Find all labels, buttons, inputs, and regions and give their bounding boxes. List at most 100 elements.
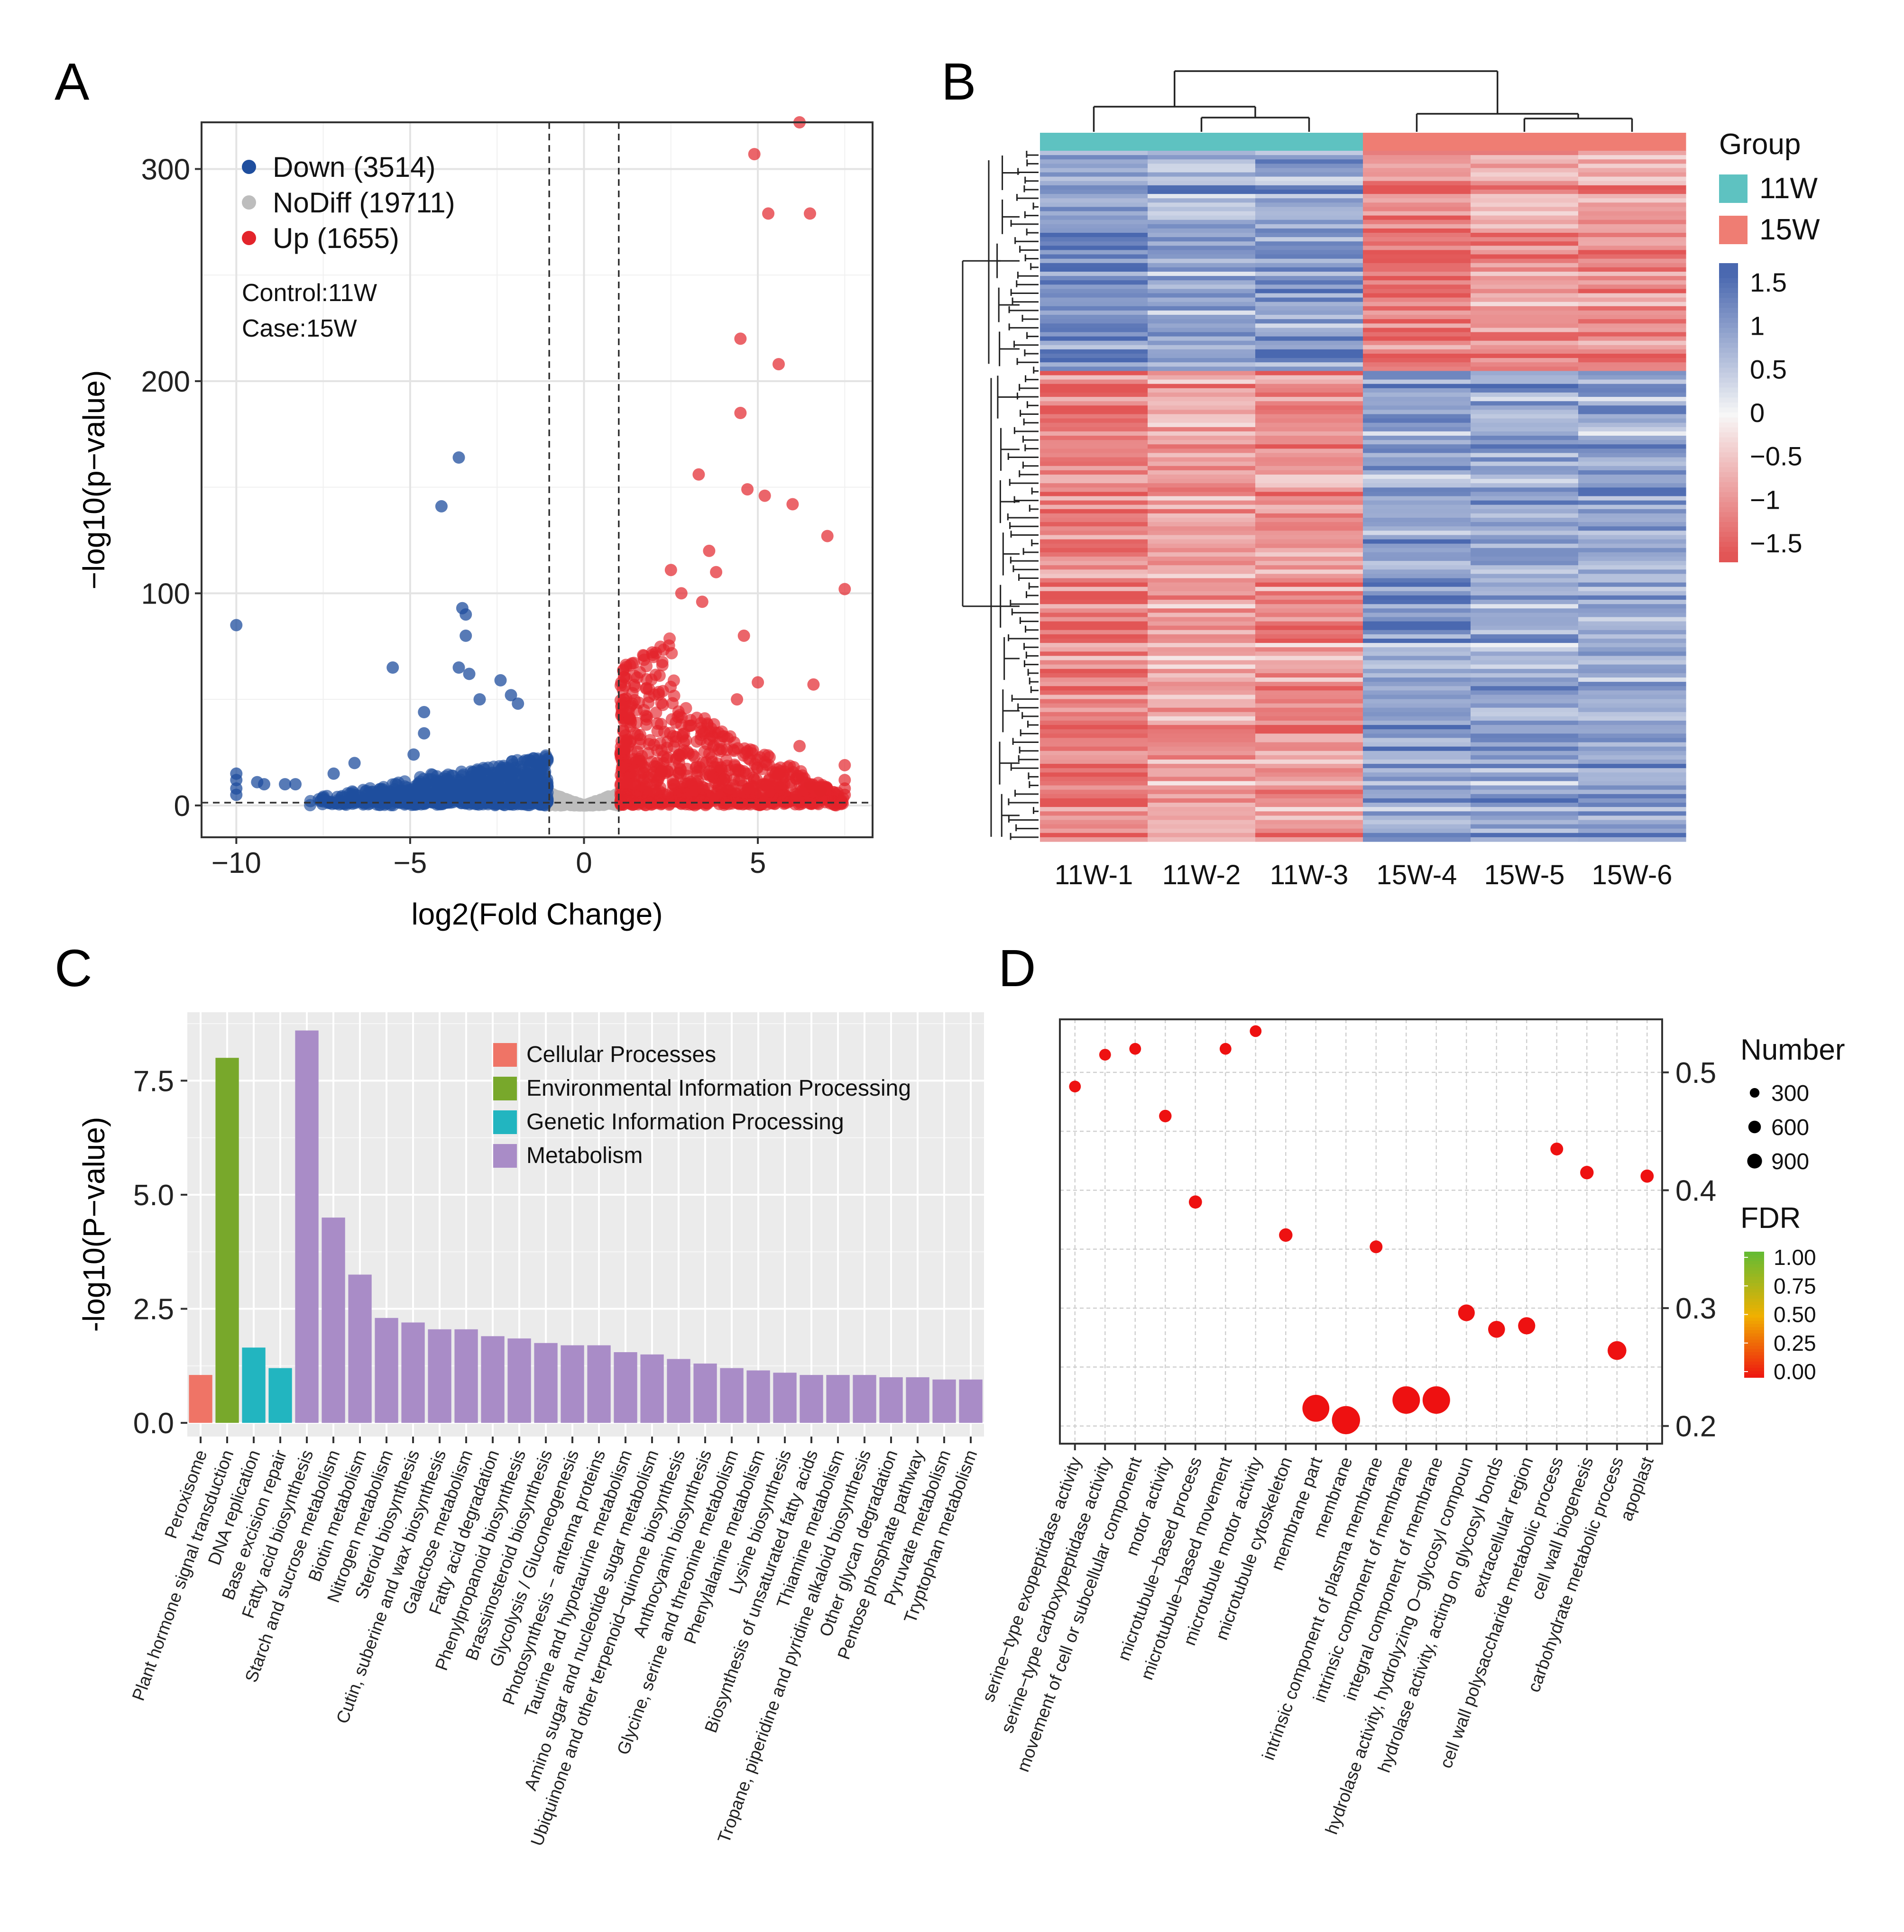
heatmap-cell [1255,181,1363,186]
heatmap-cell [1148,651,1256,656]
heatmap-cell [1578,207,1686,212]
heatmap-cell [1148,625,1256,631]
heatmap-cell [1471,651,1579,656]
heatmap-cell [1471,176,1579,182]
heatmap-cell [1255,595,1363,600]
legend-title-number: Number [1740,1034,1845,1066]
point-up [648,795,661,807]
heatmap-cell [1471,427,1579,432]
heatmap-cell [1363,833,1471,838]
heatmap-cell [1148,803,1256,807]
heatmap-cell [1255,211,1363,216]
color-scale-step [1719,467,1738,473]
heatmap-cell [1040,608,1148,613]
heatmap-cell [1578,280,1686,285]
heatmap-cell [1255,733,1363,738]
heatmap-cell [1471,535,1579,540]
heatmap-cell [1040,263,1148,268]
legend-swatch-15w [1719,216,1748,244]
heatmap-cell [1363,656,1471,661]
heatmap-cell [1255,258,1363,264]
heatmap-cell [1255,833,1363,838]
point-down [523,760,535,772]
color-scale-step [1719,417,1738,423]
heatmap-cell [1578,332,1686,337]
point-up [783,760,796,772]
heatmap-cell [1471,328,1579,333]
point-down [508,780,521,793]
point-up [838,583,851,595]
heatmap-cell [1040,738,1148,743]
heatmap-cell [1578,513,1686,518]
heatmap-cell [1148,509,1256,514]
point-down [418,706,431,718]
heatmap-cell [1040,272,1148,276]
heatmap-cell [1148,582,1256,587]
heatmap-cell [1040,496,1148,501]
heatmap-cell [1148,833,1256,838]
heatmap-cell [1255,155,1363,160]
heatmap-cell [1363,168,1471,173]
color-scale-step [1719,308,1738,313]
heatmap-cell [1578,250,1686,255]
heatmap-cell [1471,302,1579,307]
point-up [653,669,666,682]
heatmap-cell [1578,168,1686,173]
heatmap-cell [1255,703,1363,708]
point-up [712,726,725,739]
point-up [838,774,851,787]
heatmap-cell [1148,293,1256,298]
heatmap-cell [1471,699,1579,704]
heatmap-cell [1148,371,1256,376]
fdr-scale-step [1744,1358,1764,1362]
heatmap-cell [1363,176,1471,182]
fdr-scale-label: 0.75 [1774,1273,1816,1298]
heatmap-cell [1471,375,1579,380]
heatmap-cell [1471,422,1579,428]
heatmap-cell [1040,768,1148,773]
color-scale-step [1719,263,1738,269]
heatmap-cell [1040,241,1148,246]
heatmap-cell [1148,837,1256,842]
heatmap-cell [1471,803,1579,807]
heatmap-cell [1471,194,1579,199]
heatmap-cell [1471,258,1579,264]
heatmap-cell [1471,678,1579,682]
heatmap-cell [1363,574,1471,579]
heatmap-cell [1471,371,1579,376]
point [1219,1043,1232,1055]
heatmap-cell [1040,639,1148,643]
heatmap-cell [1363,504,1471,510]
heatmap-cell [1148,241,1256,246]
fdr-scale-step [1744,1280,1764,1284]
group-bar-cell [1040,133,1148,151]
heatmap-cell [1040,176,1148,182]
heatmap-cell [1471,310,1579,315]
heatmap-cell [1148,388,1256,393]
heatmap-cell [1255,561,1363,566]
heatmap-cell [1040,276,1148,281]
heatmap-cell [1363,211,1471,216]
heatmap-cell [1040,539,1148,544]
heatmap-cell [1471,289,1579,294]
heatmap-cell [1471,604,1579,609]
heatmap-cell [1040,630,1148,635]
heatmap-cell [1040,707,1148,713]
point-up [644,734,656,747]
heatmap-cell [1363,751,1471,756]
point-up [708,760,721,773]
heatmap-cell [1363,155,1471,160]
heatmap-cell [1148,164,1256,168]
heatmap-cell [1255,695,1363,700]
heatmap-cell [1148,561,1256,566]
point [1099,1049,1111,1061]
heatmap-cell [1255,310,1363,315]
heatmap-cell [1148,422,1256,428]
point-down [455,765,468,778]
heatmap-cell [1040,427,1148,432]
heatmap-cell [1255,401,1363,406]
heatmap-cell [1148,634,1256,639]
heatmap-cell [1471,401,1579,406]
heatmap-cell [1255,496,1363,501]
